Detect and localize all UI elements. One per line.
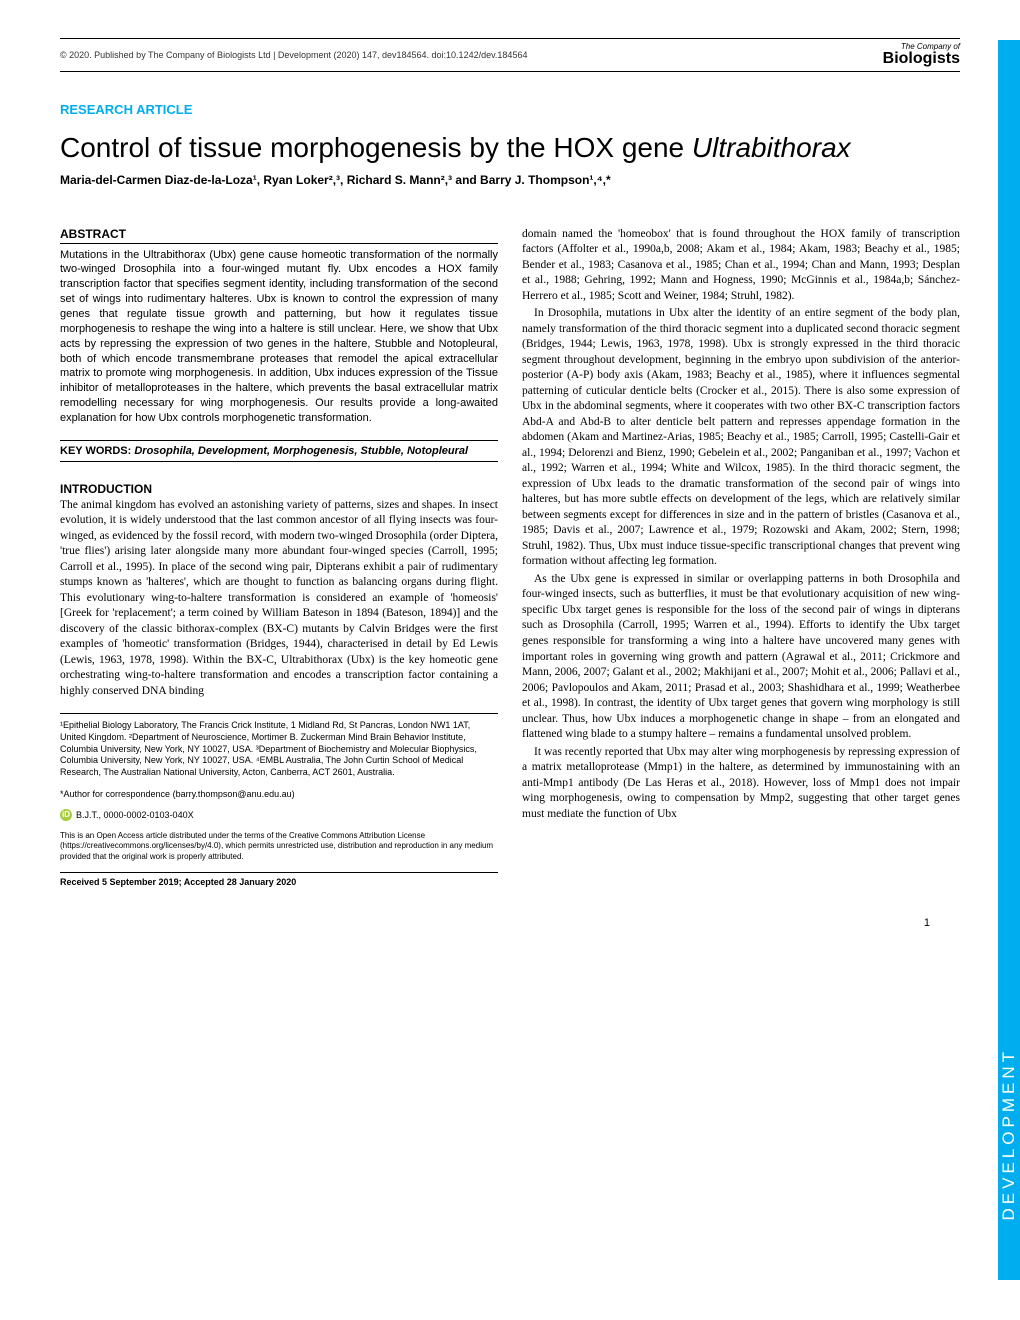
col2-paragraph-3: As the Ubx gene is expressed in similar … bbox=[522, 572, 960, 743]
received-dates: Received 5 September 2019; Accepted 28 J… bbox=[60, 872, 498, 887]
title-italic: Ultrabithorax bbox=[692, 132, 851, 163]
correspondence-text: *Author for correspondence (barry.thomps… bbox=[60, 789, 498, 799]
license-text: This is an Open Access article distribut… bbox=[60, 831, 498, 862]
abstract-body: Mutations in the Ultrabithorax (Ubx) gen… bbox=[60, 248, 498, 426]
orcid-block: iD B.J.T., 0000-0002-0103-040X bbox=[60, 809, 498, 821]
introduction-body: The animal kingdom has evolved an astoni… bbox=[60, 498, 498, 700]
publisher-logo: The Company of Biologists bbox=[883, 43, 960, 67]
keywords-label: KEY WORDS: bbox=[60, 445, 134, 457]
right-column-body: domain named the 'homeobox' that is foun… bbox=[522, 227, 960, 823]
affiliations-block: ¹Epithelial Biology Laboratory, The Fran… bbox=[60, 713, 498, 778]
keywords-block: KEY WORDS: Drosophila, Development, Morp… bbox=[60, 440, 498, 462]
col2-paragraph-1: domain named the 'homeobox' that is foun… bbox=[522, 227, 960, 305]
article-title: Control of tissue morphogenesis by the H… bbox=[60, 131, 960, 165]
introduction-heading: INTRODUCTION bbox=[60, 482, 498, 496]
article-type-label: RESEARCH ARTICLE bbox=[60, 102, 960, 117]
copyright-text: © 2020. Published by The Company of Biol… bbox=[60, 50, 527, 60]
title-text: Control of tissue morphogenesis by the H… bbox=[60, 132, 692, 163]
page-number: 1 bbox=[60, 917, 960, 929]
abstract-heading: ABSTRACT bbox=[60, 227, 498, 241]
journal-name-vertical: DEVELOPMENT bbox=[999, 1048, 1019, 1220]
col2-paragraph-4: It was recently reported that Ubx may al… bbox=[522, 745, 960, 823]
col2-paragraph-2: In Drosophila, mutations in Ubx alter th… bbox=[522, 306, 960, 570]
divider bbox=[60, 243, 498, 244]
author-list: Maria-del-Carmen Diaz-de-la-Loza¹, Ryan … bbox=[60, 173, 960, 187]
left-column: ABSTRACT Mutations in the Ultrabithorax … bbox=[60, 227, 498, 887]
two-column-layout: ABSTRACT Mutations in the Ultrabithorax … bbox=[60, 227, 960, 887]
header-bar: © 2020. Published by The Company of Biol… bbox=[60, 38, 960, 72]
right-column: domain named the 'homeobox' that is foun… bbox=[522, 227, 960, 887]
keywords-text: Drosophila, Development, Morphogenesis, … bbox=[134, 445, 468, 457]
orcid-id: B.J.T., 0000-0002-0103-040X bbox=[76, 810, 194, 820]
orcid-icon: iD bbox=[60, 809, 72, 821]
intro-paragraph-1: The animal kingdom has evolved an astoni… bbox=[60, 498, 498, 700]
article-page: © 2020. Published by The Company of Biol… bbox=[0, 0, 1020, 959]
logo-bottom-text: Biologists bbox=[883, 51, 960, 67]
